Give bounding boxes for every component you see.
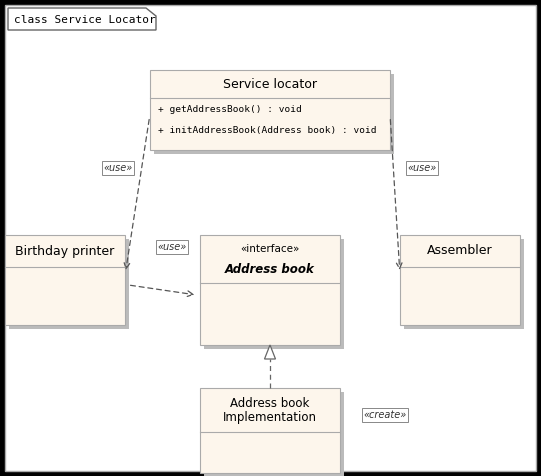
Text: + initAddressBook(Address book) : void: + initAddressBook(Address book) : void xyxy=(158,126,377,135)
Bar xyxy=(5,235,125,325)
Text: Address book: Address book xyxy=(225,263,315,276)
Text: Birthday printer: Birthday printer xyxy=(15,245,115,258)
Bar xyxy=(9,239,129,329)
Bar xyxy=(404,239,524,329)
Text: Service locator: Service locator xyxy=(223,78,317,90)
Text: «use»: «use» xyxy=(157,242,187,252)
Text: «use»: «use» xyxy=(407,163,437,173)
Text: + getAddressBook() : void: + getAddressBook() : void xyxy=(158,105,302,114)
Text: «create»: «create» xyxy=(364,410,407,420)
Text: class Service Locator: class Service Locator xyxy=(14,15,156,25)
Text: Address book: Address book xyxy=(230,397,309,410)
Text: Implementation: Implementation xyxy=(223,411,317,425)
Bar xyxy=(200,388,340,473)
Polygon shape xyxy=(8,8,156,30)
Bar xyxy=(204,239,344,349)
Bar xyxy=(200,235,340,345)
Bar xyxy=(154,74,394,154)
Text: «use»: «use» xyxy=(103,163,133,173)
Bar xyxy=(204,392,344,476)
Text: Assembler: Assembler xyxy=(427,245,493,258)
Bar xyxy=(400,235,520,325)
Bar xyxy=(150,70,390,150)
Text: «interface»: «interface» xyxy=(240,244,300,254)
Polygon shape xyxy=(265,345,275,359)
